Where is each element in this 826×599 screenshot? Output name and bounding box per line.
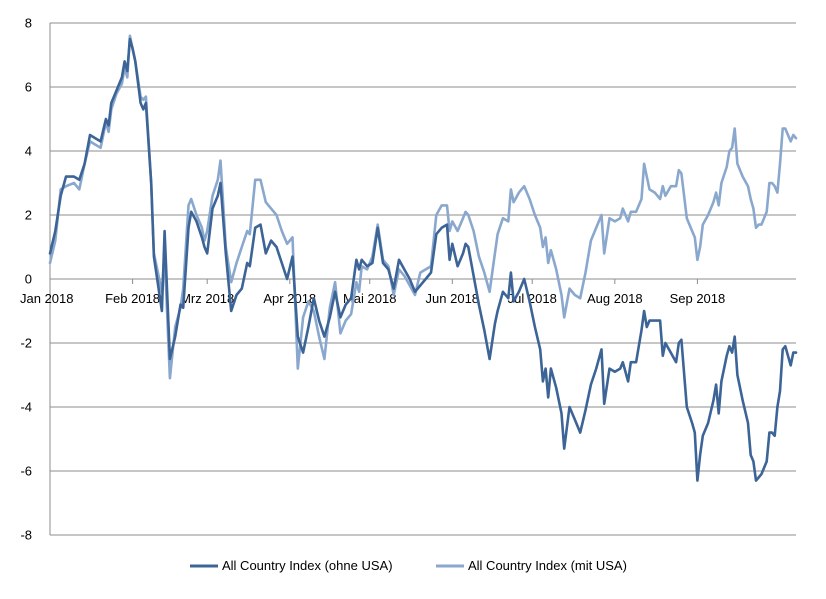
legend-item-series-2: All Country Index (mit USA) (436, 558, 627, 573)
y-tick-label: -2 (20, 336, 32, 351)
x-tick-label: Mai 2018 (343, 291, 396, 306)
x-tick-label: Jan 2018 (20, 291, 74, 306)
series-line-1 (48, 37, 798, 482)
x-tick-label: Aug 2018 (587, 291, 643, 306)
x-tick-label: Mrz 2018 (180, 291, 234, 306)
y-tick-label: 4 (25, 144, 32, 159)
legend: All Country Index (ohne USA) All Country… (190, 558, 627, 573)
y-tick-label: 6 (25, 80, 32, 95)
legend-item-series-1: All Country Index (ohne USA) (190, 558, 393, 573)
y-tick-label: -6 (20, 464, 32, 479)
x-tick-label: Feb 2018 (105, 291, 160, 306)
y-tick-label: -8 (20, 528, 32, 543)
y-tick-label: 8 (25, 16, 32, 31)
y-tick-label: -4 (20, 400, 32, 415)
y-tick-labels: 8 6 4 2 0 -2 -4 -6 -8 (20, 16, 32, 543)
x-tick-label: Apr 2018 (263, 291, 316, 306)
y-tick-label: 2 (25, 208, 32, 223)
x-tick-labels: Jan 2018 Feb 2018 Mrz 2018 Apr 2018 Mai 2018… (20, 291, 725, 306)
x-tick-label: Sep 2018 (670, 291, 726, 306)
x-tick-label: Jun 2018 (426, 291, 480, 306)
series-lines (48, 34, 798, 482)
legend-label-series-1: All Country Index (ohne USA) (222, 558, 393, 573)
y-tick-label: 0 (25, 272, 32, 287)
legend-label-series-2: All Country Index (mit USA) (468, 558, 627, 573)
x-tick-label: Jul 2018 (508, 291, 557, 306)
axes (49, 23, 796, 535)
